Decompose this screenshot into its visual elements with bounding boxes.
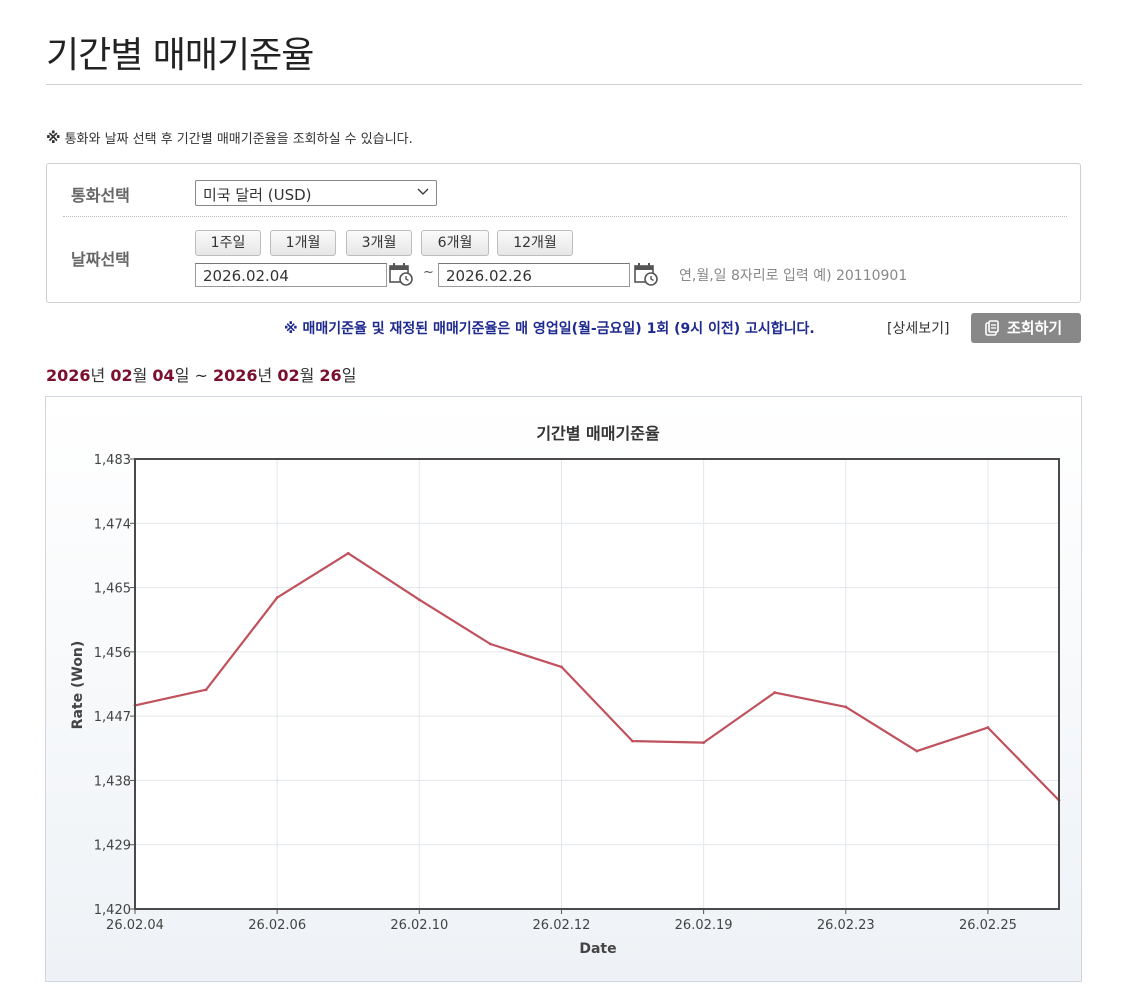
data-point (488, 642, 492, 646)
chart-container: 기간별 매매기준율 Date Rate (Won) 1,420 1,429 1,43… (45, 396, 1082, 982)
x-tick-label: 26.02.04 (106, 918, 164, 933)
data-point (915, 749, 919, 753)
currency-select-value: 미국 달러 (USD) (203, 186, 312, 204)
x-tick-label: 26.02.23 (817, 918, 875, 933)
notice-message: 통화와 날짜 선택 후 기간별 매매기준율을 조회하실 수 있습니다. (64, 132, 413, 147)
chart-title: 기간별 매매기준율 (536, 424, 660, 443)
data-point (346, 551, 350, 555)
y-tick-label: 1,438 (94, 774, 131, 789)
y-tick-label: 1,429 (94, 839, 131, 854)
range-start-month: 02 (110, 366, 133, 385)
period-button-12months[interactable]: 12개월 (497, 230, 573, 256)
selected-range: 2026년 02월 04일 ~ 2026년 02월 26일 (46, 362, 356, 386)
x-tick-label: 26.02.25 (959, 918, 1017, 933)
range-unit: 년 (257, 366, 278, 385)
data-point (204, 688, 208, 692)
date-format-hint: 연,월,일 8자리로 입력 예) 20110901 (679, 268, 908, 284)
y-tick-label: 1,474 (94, 517, 131, 532)
y-tick-label: 1,483 (94, 453, 131, 468)
search-button-label: 조회하기 (1007, 319, 1063, 337)
y-tick-label: 1,456 (94, 646, 131, 661)
range-end-month: 02 (277, 366, 300, 385)
range-end-day: 26 (319, 366, 342, 385)
data-point (631, 739, 634, 743)
range-start-year: 2026 (46, 366, 91, 385)
period-button-3months[interactable]: 3개월 (346, 230, 412, 256)
range-start-day: 04 (152, 366, 175, 385)
data-point (702, 741, 706, 744)
announcement-text: ※ 매매기준율 및 재정된 매매기준율은 매 영업일(월-금요일) 1회 (9시… (284, 321, 815, 337)
notice-mark: ※ (46, 129, 61, 147)
range-unit: 월 (299, 366, 320, 385)
x-tick-label: 26.02.19 (675, 918, 733, 933)
y-tick-label: 1,420 (94, 903, 131, 918)
data-point (773, 691, 777, 694)
x-tick-label: 26.02.10 (390, 918, 448, 933)
start-date-input[interactable]: 2026.02.04 (195, 263, 387, 287)
data-point (560, 665, 563, 669)
plot-area (135, 459, 1059, 909)
range-end-year: 2026 (213, 366, 258, 385)
range-unit: 월 (132, 366, 153, 385)
date-label: 날짜선택 (71, 250, 130, 269)
plot-border (134, 458, 1060, 910)
currency-select[interactable]: 미국 달러 (USD) (195, 180, 437, 206)
currency-label: 통화선택 (71, 186, 130, 205)
rate-line-chart: 기간별 매매기준율 Date Rate (Won) 1,420 1,429 1,43… (70, 424, 1061, 957)
y-tick-label: 1,465 (94, 582, 131, 597)
data-point (844, 705, 848, 709)
search-button[interactable]: 조회하기 (971, 313, 1081, 343)
calendar-icon[interactable] (634, 262, 658, 286)
y-axis-label: Rate (Won) (70, 641, 86, 730)
x-tick-label: 26.02.06 (248, 918, 306, 933)
chevron-down-icon (417, 188, 429, 195)
detail-link[interactable]: [상세보기] (887, 321, 950, 337)
notice-text: ※ 통화와 날짜 선택 후 기간별 매매기준율을 조회하실 수 있습니다. (46, 128, 413, 147)
document-icon (985, 320, 999, 336)
period-button-6months[interactable]: 6개월 (421, 230, 489, 256)
form-divider (63, 216, 1067, 217)
data-point (275, 596, 279, 599)
range-unit: 일 (341, 366, 357, 385)
data-point (986, 726, 990, 729)
search-form: 통화선택 미국 달러 (USD) 날짜선택 1주일 1개월 3개월 6개월 12… (46, 163, 1081, 303)
period-button-1week[interactable]: 1주일 (195, 230, 261, 256)
rate-series-line (134, 552, 1060, 802)
range-unit: 년 (90, 366, 111, 385)
date-range-separator: ~ (423, 265, 434, 280)
end-date-input[interactable]: 2026.02.26 (438, 263, 630, 287)
y-tick-label: 1,447 (94, 710, 131, 725)
range-unit: 일 ~ (174, 366, 213, 385)
title-divider (46, 84, 1082, 85)
data-point (417, 598, 421, 602)
calendar-icon[interactable] (389, 262, 413, 286)
x-tick-label: 26.02.12 (533, 918, 591, 933)
period-button-1month[interactable]: 1개월 (270, 230, 336, 256)
x-axis-label: Date (579, 941, 616, 957)
page-title: 기간별 매매기준율 (46, 35, 314, 76)
